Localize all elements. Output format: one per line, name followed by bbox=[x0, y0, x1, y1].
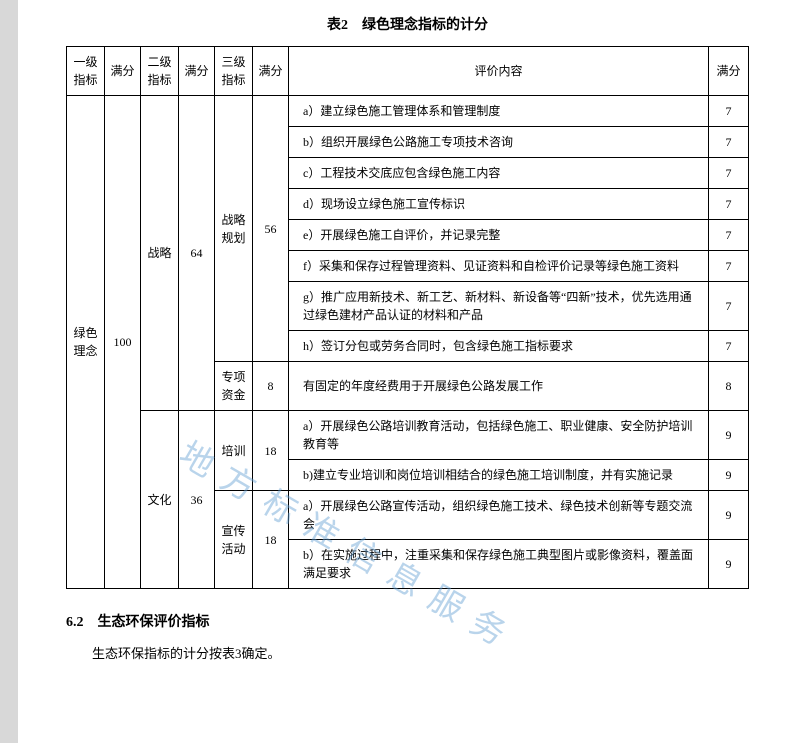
cell-eval: b）组织开展绿色公路施工专项技术咨询 bbox=[289, 127, 709, 158]
header-full2: 满分 bbox=[179, 47, 215, 96]
cell-lvl3-name: 专项资金 bbox=[215, 362, 253, 411]
cell-lvl2-full: 36 bbox=[179, 411, 215, 589]
cell-eval: b）在实施过程中，注重采集和保存绿色施工典型图片或影像资料，覆盖面满足要求 bbox=[289, 540, 709, 589]
cell-lvl1-name: 绿色理念 bbox=[67, 96, 105, 589]
cell-lvl2-name: 文化 bbox=[141, 411, 179, 589]
cell-eval: c）工程技术交底应包含绿色施工内容 bbox=[289, 158, 709, 189]
cell-full: 7 bbox=[709, 220, 749, 251]
table-title: 表2 绿色理念指标的计分 bbox=[66, 14, 749, 34]
cell-lvl2-name: 战略 bbox=[141, 96, 179, 411]
cell-eval: b)建立专业培训和岗位培训相结合的绿色施工培训制度，并有实施记录 bbox=[289, 460, 709, 491]
page-gutter bbox=[0, 0, 18, 743]
section-body: 生态环保指标的计分按表3确定。 bbox=[66, 643, 749, 662]
cell-eval: d）现场设立绿色施工宣传标识 bbox=[289, 189, 709, 220]
header-full3: 满分 bbox=[253, 47, 289, 96]
cell-full: 9 bbox=[709, 460, 749, 491]
cell-eval: 有固定的年度经费用于开展绿色公路发展工作 bbox=[289, 362, 709, 411]
cell-lvl3-full: 18 bbox=[253, 491, 289, 589]
header-lvl1: 一级指标 bbox=[67, 47, 105, 96]
cell-eval: f）采集和保存过程管理资料、见证资料和自检评价记录等绿色施工资料 bbox=[289, 251, 709, 282]
cell-eval: h）签订分包或劳务合同时，包含绿色施工指标要求 bbox=[289, 331, 709, 362]
cell-lvl1-full: 100 bbox=[105, 96, 141, 589]
cell-full: 7 bbox=[709, 331, 749, 362]
cell-full: 7 bbox=[709, 96, 749, 127]
cell-lvl3-name: 战略规划 bbox=[215, 96, 253, 362]
table-row: 绿色理念 100 战略 64 战略规划 56 a）建立绿色施工管理体系和管理制度… bbox=[67, 96, 749, 127]
table-row: 文化 36 培训 18 a）开展绿色公路培训教育活动，包括绿色施工、职业健康、安… bbox=[67, 411, 749, 460]
header-lvl2: 二级指标 bbox=[141, 47, 179, 96]
cell-eval: e）开展绿色施工自评价，并记录完整 bbox=[289, 220, 709, 251]
cell-lvl3-full: 18 bbox=[253, 411, 289, 491]
header-full4: 满分 bbox=[709, 47, 749, 96]
cell-full: 7 bbox=[709, 251, 749, 282]
scoring-table: 一级指标 满分 二级指标 满分 三级指标 满分 评价内容 满分 绿色理念 100… bbox=[66, 46, 749, 589]
cell-full: 7 bbox=[709, 127, 749, 158]
table-header-row: 一级指标 满分 二级指标 满分 三级指标 满分 评价内容 满分 bbox=[67, 47, 749, 96]
document-page: 表2 绿色理念指标的计分 一级指标 满分 二级指标 满分 三级指标 满分 评价内… bbox=[18, 0, 797, 743]
cell-lvl2-full: 64 bbox=[179, 96, 215, 411]
cell-eval: a）开展绿色公路培训教育活动，包括绿色施工、职业健康、安全防护培训教育等 bbox=[289, 411, 709, 460]
cell-lvl3-name: 培训 bbox=[215, 411, 253, 491]
cell-full: 9 bbox=[709, 491, 749, 540]
cell-full: 7 bbox=[709, 189, 749, 220]
cell-eval: g）推广应用新技术、新工艺、新材料、新设备等“四新”技术，优先选用通过绿色建材产… bbox=[289, 282, 709, 331]
header-lvl3: 三级指标 bbox=[215, 47, 253, 96]
cell-full: 8 bbox=[709, 362, 749, 411]
header-full1: 满分 bbox=[105, 47, 141, 96]
cell-lvl3-full: 8 bbox=[253, 362, 289, 411]
cell-full: 7 bbox=[709, 158, 749, 189]
cell-eval: a）建立绿色施工管理体系和管理制度 bbox=[289, 96, 709, 127]
cell-full: 7 bbox=[709, 282, 749, 331]
cell-lvl3-full: 56 bbox=[253, 96, 289, 362]
cell-eval: a）开展绿色公路宣传活动，组织绿色施工技术、绿色技术创新等专题交流会 bbox=[289, 491, 709, 540]
cell-full: 9 bbox=[709, 411, 749, 460]
cell-lvl3-name: 宣传活动 bbox=[215, 491, 253, 589]
section-heading: 6.2 生态环保评价指标 bbox=[66, 611, 749, 631]
header-eval: 评价内容 bbox=[289, 47, 709, 96]
cell-full: 9 bbox=[709, 540, 749, 589]
